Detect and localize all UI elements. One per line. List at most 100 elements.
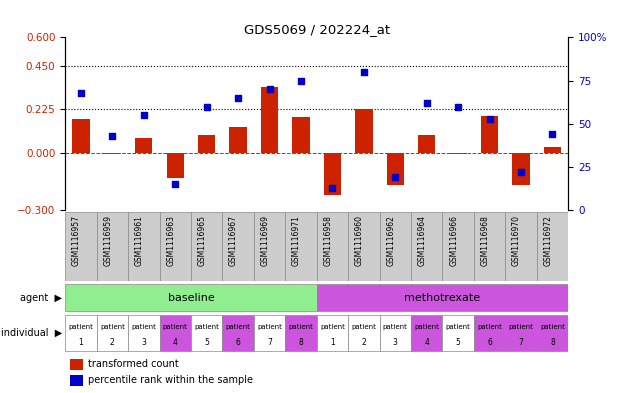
Bar bbox=[198, 135, 215, 152]
Point bbox=[233, 95, 243, 101]
Text: 1: 1 bbox=[78, 338, 83, 347]
Text: GSM1116959: GSM1116959 bbox=[103, 215, 112, 266]
Text: patient: patient bbox=[225, 325, 250, 331]
Bar bbox=[481, 116, 498, 152]
Bar bbox=[512, 152, 530, 185]
Text: 6: 6 bbox=[236, 338, 240, 347]
Text: GSM1116964: GSM1116964 bbox=[418, 215, 427, 266]
Bar bbox=[292, 117, 310, 152]
Bar bbox=[254, 315, 285, 351]
Text: GSM1116965: GSM1116965 bbox=[197, 215, 207, 266]
Text: patient: patient bbox=[163, 325, 188, 331]
Bar bbox=[128, 315, 160, 351]
Bar bbox=[70, 375, 83, 386]
Text: patient: patient bbox=[414, 325, 439, 331]
Point bbox=[296, 77, 306, 84]
Text: 8: 8 bbox=[550, 338, 555, 347]
Bar bbox=[191, 212, 222, 281]
Point bbox=[202, 103, 212, 110]
Bar bbox=[135, 138, 152, 152]
Bar bbox=[128, 212, 160, 281]
Bar bbox=[104, 152, 121, 154]
Bar bbox=[261, 87, 278, 152]
Bar bbox=[222, 212, 254, 281]
Text: 5: 5 bbox=[456, 338, 461, 347]
Point bbox=[391, 174, 401, 180]
Text: GSM1116972: GSM1116972 bbox=[543, 215, 553, 266]
Bar bbox=[379, 315, 411, 351]
Bar bbox=[379, 212, 411, 281]
Bar bbox=[317, 315, 348, 351]
Bar bbox=[97, 315, 128, 351]
Text: patient: patient bbox=[509, 325, 533, 331]
Bar bbox=[537, 315, 568, 351]
Text: patient: patient bbox=[194, 325, 219, 331]
Text: GSM1116961: GSM1116961 bbox=[135, 215, 144, 266]
Bar bbox=[348, 212, 379, 281]
Bar bbox=[450, 152, 467, 154]
Text: GSM1116960: GSM1116960 bbox=[355, 215, 364, 266]
Text: patient: patient bbox=[540, 325, 565, 331]
Point bbox=[170, 181, 180, 187]
Bar bbox=[505, 315, 537, 351]
Bar bbox=[387, 152, 404, 185]
Bar bbox=[160, 315, 191, 351]
Text: 3: 3 bbox=[142, 338, 146, 347]
Text: patient: patient bbox=[100, 325, 125, 331]
Text: patient: patient bbox=[132, 325, 156, 331]
Text: 8: 8 bbox=[299, 338, 304, 347]
Bar bbox=[70, 359, 83, 369]
Text: 6: 6 bbox=[487, 338, 492, 347]
Text: individual  ▶: individual ▶ bbox=[1, 328, 62, 338]
Text: 1: 1 bbox=[330, 338, 335, 347]
Point bbox=[139, 112, 149, 118]
Text: patient: patient bbox=[477, 325, 502, 331]
Text: GSM1116958: GSM1116958 bbox=[324, 215, 332, 266]
Point bbox=[548, 131, 558, 137]
Text: agent  ▶: agent ▶ bbox=[20, 293, 62, 303]
Bar bbox=[285, 315, 317, 351]
Title: GDS5069 / 202224_at: GDS5069 / 202224_at bbox=[243, 23, 390, 36]
Text: patient: patient bbox=[383, 325, 408, 331]
Bar bbox=[442, 315, 474, 351]
Bar bbox=[411, 315, 442, 351]
Text: patient: patient bbox=[257, 325, 282, 331]
Text: 7: 7 bbox=[267, 338, 272, 347]
Bar bbox=[324, 152, 341, 195]
Point bbox=[327, 185, 337, 191]
Text: 2: 2 bbox=[361, 338, 366, 347]
Text: GSM1116970: GSM1116970 bbox=[512, 215, 521, 266]
Bar bbox=[418, 135, 435, 152]
Bar bbox=[474, 315, 505, 351]
Text: transformed count: transformed count bbox=[88, 359, 179, 369]
Bar bbox=[230, 127, 247, 152]
Text: 7: 7 bbox=[519, 338, 524, 347]
Text: methotrexate: methotrexate bbox=[404, 293, 481, 303]
Text: 3: 3 bbox=[393, 338, 397, 347]
Text: patient: patient bbox=[446, 325, 471, 331]
Text: baseline: baseline bbox=[168, 293, 214, 303]
Text: GSM1116967: GSM1116967 bbox=[229, 215, 238, 266]
Text: GSM1116963: GSM1116963 bbox=[166, 215, 175, 266]
Point bbox=[484, 116, 494, 122]
Text: GSM1116962: GSM1116962 bbox=[386, 215, 396, 266]
Text: GSM1116968: GSM1116968 bbox=[481, 215, 489, 266]
Bar bbox=[348, 315, 379, 351]
Text: 2: 2 bbox=[110, 338, 115, 347]
Bar bbox=[191, 315, 222, 351]
Bar bbox=[544, 147, 561, 152]
Point bbox=[516, 169, 526, 175]
Bar bbox=[317, 285, 568, 311]
Point bbox=[422, 100, 432, 106]
Bar bbox=[65, 315, 97, 351]
Bar bbox=[355, 109, 373, 152]
Bar bbox=[411, 212, 442, 281]
Point bbox=[76, 90, 86, 96]
Text: GSM1116966: GSM1116966 bbox=[449, 215, 458, 266]
Text: patient: patient bbox=[68, 325, 93, 331]
Text: patient: patient bbox=[320, 325, 345, 331]
Text: GSM1116969: GSM1116969 bbox=[261, 215, 270, 266]
Bar bbox=[537, 212, 568, 281]
Bar bbox=[166, 152, 184, 178]
Bar bbox=[222, 315, 254, 351]
